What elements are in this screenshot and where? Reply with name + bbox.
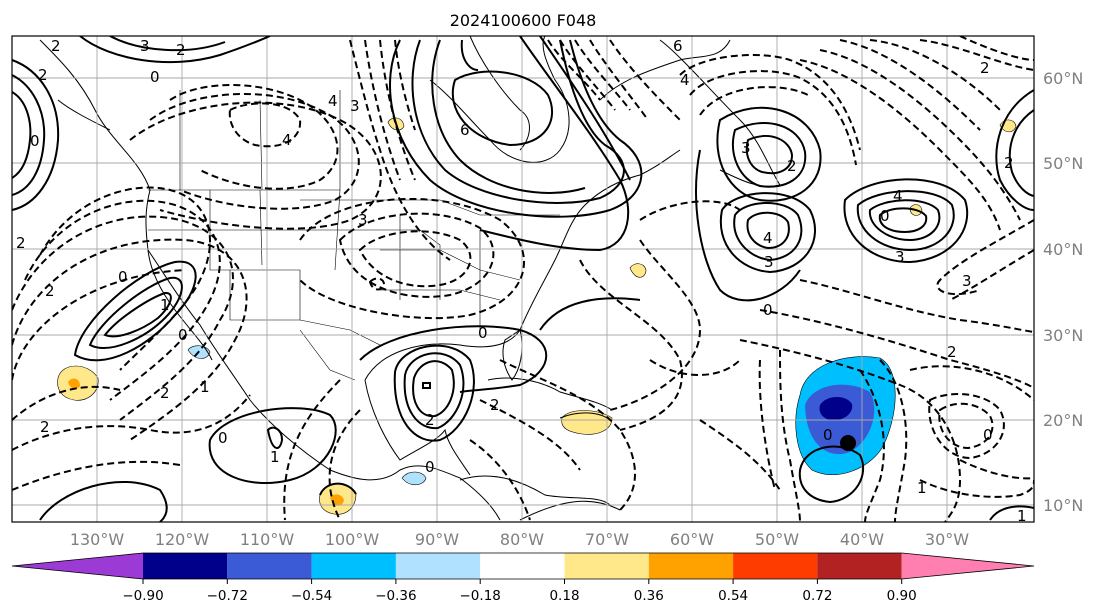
shade-orange-pacific — [68, 378, 80, 389]
colorbar-segment — [395, 553, 481, 579]
colorbar-segment — [480, 553, 565, 579]
contour-label: 0 — [983, 426, 993, 444]
contour-label: 4 — [680, 71, 690, 89]
contour-label: 3 — [962, 272, 972, 290]
contour-label: 2 — [947, 343, 957, 361]
shade-yellow-caribbean — [561, 410, 613, 435]
contour-label: 1 — [160, 296, 170, 314]
contour-label: 0 — [178, 326, 188, 344]
contour-label: 6 — [460, 121, 470, 139]
contour-label: 3 — [741, 139, 751, 157]
negative-contours — [12, 36, 1034, 522]
lon-label: 30°W — [925, 530, 969, 549]
contour-label: 0 — [30, 132, 40, 150]
longitude-labels: 130°W 120°W 110°W 100°W 90°W 80°W 70°W 6… — [70, 530, 969, 549]
lat-label: 60°N — [1043, 69, 1083, 88]
contour-label: 4 — [328, 92, 338, 110]
contour-label: 6 — [673, 37, 683, 55]
colorbar-segment — [817, 553, 902, 579]
map-area: 2 3 2 0 4 4 3 6 6 4 3 3 2 4 4 3 3 0 2 2 … — [12, 36, 1034, 525]
lon-label: 60°W — [670, 530, 714, 549]
contour-label: 1 — [200, 378, 210, 396]
contour-label: 0 — [118, 268, 128, 286]
colorbar-tick-label: 0.36 — [634, 588, 664, 604]
contour-label: 2 — [51, 37, 61, 55]
contour-label: 1 — [1017, 507, 1027, 525]
contour-label: 3 — [764, 253, 774, 271]
lat-label: 30°N — [1043, 326, 1083, 345]
map-title: 2024100600 F048 — [450, 11, 597, 30]
lon-label: 110°W — [240, 530, 295, 549]
contour-label: 3 — [358, 211, 368, 229]
lat-label: 50°N — [1043, 154, 1083, 173]
lon-label: 40°W — [840, 530, 884, 549]
contour-label: 1 — [270, 448, 280, 466]
contour-label: 0 — [880, 207, 890, 225]
colorbar-tick-label: −0.72 — [207, 588, 248, 604]
colorbar-tick-label: 0.72 — [802, 588, 832, 604]
map-frame — [11, 35, 1035, 523]
contour-label: 0 — [823, 426, 833, 444]
contour-label: 0 — [425, 458, 435, 476]
lon-label: 100°W — [325, 530, 380, 549]
contour-label: 2 — [45, 282, 55, 300]
lat-label: 40°N — [1043, 240, 1083, 259]
contour-label: 0 — [218, 429, 228, 447]
colorbar-tick-label: 0.18 — [549, 588, 579, 604]
contour-label: 3 — [140, 37, 150, 55]
colorbar-tick-label: −0.18 — [460, 588, 501, 604]
lat-label: 20°N — [1043, 411, 1083, 430]
contour-labels: 2 3 2 0 4 4 3 6 6 4 3 3 2 4 4 3 3 0 2 2 … — [16, 37, 1027, 525]
contour-label: 3 — [895, 248, 905, 266]
gridlines — [12, 36, 1034, 522]
shade-yellow-atlantic — [629, 263, 647, 278]
contour-label: 2 — [787, 157, 797, 175]
colorbar: −0.90 −0.72 −0.54 −0.36 −0.18 0.18 0.36 … — [11, 552, 1035, 604]
lon-label: 50°W — [755, 530, 799, 549]
contour-label: 2 — [980, 59, 990, 77]
colorbar-tick-label: 0.54 — [718, 588, 748, 604]
contour-label: 2 — [16, 234, 26, 252]
colorbar-segment — [901, 553, 1034, 579]
colorbar-segment — [564, 553, 649, 579]
lon-label: 70°W — [585, 530, 629, 549]
contour-label: 0 — [763, 301, 773, 319]
contour-label: 2 — [38, 66, 48, 84]
contour-label: 2 — [40, 418, 50, 436]
lat-label: 10°N — [1043, 496, 1083, 515]
contour-label: 0 — [150, 68, 160, 86]
latitude-labels: 60°N 50°N 40°N 30°N 20°N 10°N — [1043, 69, 1083, 515]
contour-label: 1 — [917, 479, 927, 497]
contour-label: 4 — [893, 187, 903, 205]
contour-label: 2 — [425, 411, 435, 429]
colorbar-segment — [143, 553, 228, 579]
borders — [148, 90, 560, 381]
colorbar-segment — [648, 553, 734, 579]
lon-label: 90°W — [415, 530, 459, 549]
colorbar-segment — [12, 553, 143, 579]
contour-label: 2 — [1004, 154, 1014, 172]
shaded-anomalies — [57, 117, 1017, 515]
contour-label: 2 — [160, 384, 170, 402]
colorbar-tick-label: 0.90 — [887, 588, 917, 604]
colorbar-tick-label: −0.36 — [375, 588, 416, 604]
colorbar-segment — [311, 553, 396, 579]
colorbar-tick-label: −0.54 — [291, 588, 332, 604]
positive-contours — [12, 36, 1034, 522]
lon-label: 120°W — [155, 530, 210, 549]
contour-label: 3 — [350, 97, 360, 115]
shade-navy-region — [819, 396, 853, 421]
colorbar-segment — [733, 553, 818, 579]
lon-label: 80°W — [500, 530, 544, 549]
shade-lightblue-gulf — [401, 471, 427, 486]
contour-label: 0 — [478, 324, 488, 342]
lon-label: 130°W — [70, 530, 125, 549]
contour-label: 2 — [176, 41, 186, 59]
colorbar-segment — [227, 553, 312, 579]
contour-label: 4 — [763, 229, 773, 247]
contour-label: 2 — [490, 396, 500, 414]
colorbar-tick-label: −0.90 — [122, 588, 163, 604]
contour-label: 4 — [282, 131, 292, 149]
